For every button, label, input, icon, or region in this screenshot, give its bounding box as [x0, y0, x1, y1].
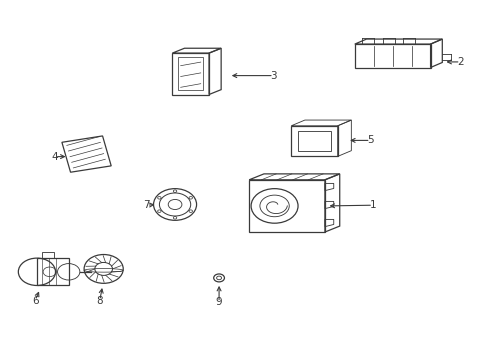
- Text: 6: 6: [32, 296, 39, 306]
- Text: 7: 7: [143, 200, 150, 210]
- Text: 9: 9: [215, 297, 222, 307]
- Text: 1: 1: [369, 200, 376, 210]
- Text: 5: 5: [366, 135, 373, 145]
- Text: 8: 8: [96, 296, 103, 306]
- Bar: [42, 252, 54, 258]
- Text: 2: 2: [456, 57, 463, 67]
- Text: 3: 3: [270, 71, 277, 81]
- Bar: [37, 258, 68, 285]
- Text: 4: 4: [51, 152, 58, 162]
